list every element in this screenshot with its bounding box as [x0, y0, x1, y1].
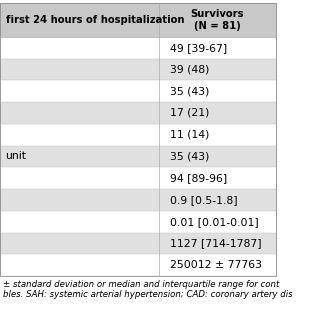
Bar [0, 3, 276, 37]
Text: 250012 ± 77763: 250012 ± 77763 [170, 260, 262, 270]
Bar [0, 167, 276, 189]
Text: 49 [39-67]: 49 [39-67] [170, 43, 227, 53]
Bar [0, 80, 276, 102]
Text: unit: unit [5, 151, 27, 162]
Bar [0, 3, 276, 276]
Text: 35 (43): 35 (43) [170, 151, 209, 162]
Text: 0.01 [0.01-0.01]: 0.01 [0.01-0.01] [170, 217, 259, 227]
Text: first 24 hours of hospitalization: first 24 hours of hospitalization [5, 15, 184, 25]
Bar [0, 124, 276, 146]
Text: 1127 [714-1787]: 1127 [714-1787] [170, 238, 261, 249]
Text: 0.9 [0.5-1.8]: 0.9 [0.5-1.8] [170, 195, 237, 205]
Text: 17 (21): 17 (21) [170, 108, 209, 118]
Text: ± standard deviation or median and interquartile range for cont: ± standard deviation or median and inter… [3, 280, 279, 289]
Bar [0, 189, 276, 211]
Text: 94 [89-96]: 94 [89-96] [170, 173, 227, 183]
Bar [0, 211, 276, 233]
Bar [0, 254, 276, 276]
Text: bles. SAH: systemic arterial hypertension; CAD: coronary artery dis: bles. SAH: systemic arterial hypertensio… [3, 290, 292, 299]
Bar [0, 102, 276, 124]
Text: 35 (43): 35 (43) [170, 86, 209, 96]
Bar [0, 233, 276, 254]
Text: Survivors
(N = 81): Survivors (N = 81) [190, 9, 244, 31]
Bar [0, 37, 276, 59]
Bar [0, 146, 276, 167]
Text: 11 (14): 11 (14) [170, 130, 209, 140]
Text: 39 (48): 39 (48) [170, 64, 209, 75]
Bar [0, 59, 276, 80]
